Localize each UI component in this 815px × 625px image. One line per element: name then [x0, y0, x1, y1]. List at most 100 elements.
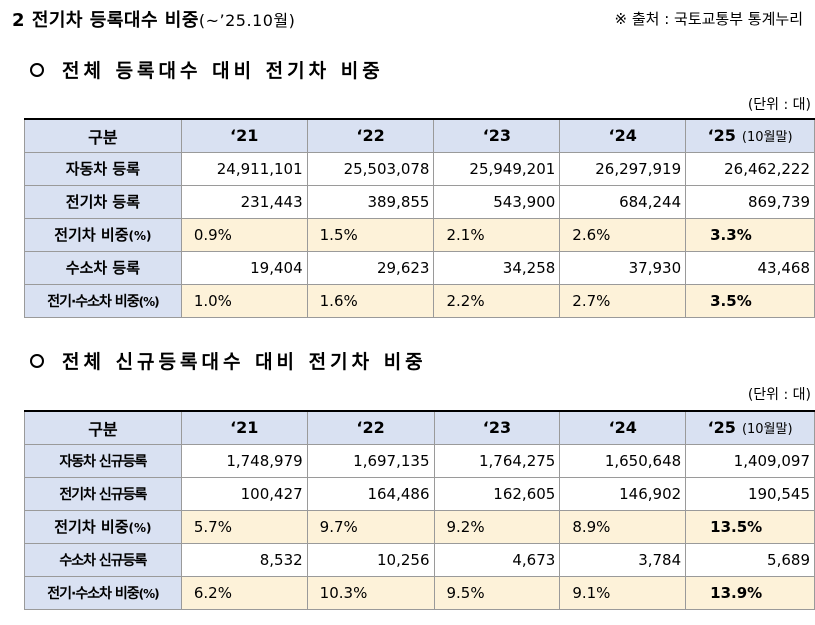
header-year-last: ‘25 (10월말)	[685, 118, 815, 153]
cell: 43,468	[685, 250, 815, 285]
cell: 1.6%	[306, 283, 435, 318]
cell: 9.2%	[433, 509, 561, 544]
header-year: ‘24	[559, 118, 687, 153]
row-label-text: 전기차 비중	[54, 518, 129, 536]
cell: 37,930	[559, 250, 687, 285]
table-row-ratio: 전기·수소차 비중(%) 1.0% 1.6% 2.2% 2.7% 3.5%	[24, 283, 815, 318]
page-title: 2 전기차 등록대수 비중(~’25.10월)	[12, 6, 295, 32]
cell: 9.5%	[433, 575, 561, 610]
cell: 29,623	[306, 250, 435, 285]
title-sub: (~’25.10월)	[198, 11, 296, 30]
row-label: 수소차 신규등록	[24, 542, 182, 577]
cell: 1,409,097	[685, 443, 815, 478]
table-row: 수소차 등록 19,404 29,623 34,258 37,930 43,46…	[24, 250, 815, 285]
section-heading-total: 전체 등록대수 대비 전기차 비중	[30, 56, 384, 83]
table-header-row: 구분 ‘21 ‘22 ‘23 ‘24 ‘25 (10월말)	[24, 118, 815, 153]
cell: 25,503,078	[306, 151, 435, 186]
header-year: ‘24	[559, 410, 687, 445]
header-year: ‘21	[180, 118, 308, 153]
cell: 543,900	[433, 184, 561, 219]
title-number: 2	[12, 10, 26, 31]
header-year: ‘23	[433, 410, 561, 445]
cell: 10.3%	[306, 575, 435, 610]
cell: 5,689	[685, 542, 815, 577]
cell: 1,650,648	[559, 443, 687, 478]
cell: 8.9%	[559, 509, 687, 544]
title-main: 전기차 등록대수 비중	[31, 10, 199, 31]
cell: 3,784	[559, 542, 687, 577]
cell: 2.2%	[433, 283, 561, 318]
section-heading-new: 전체 신규등록대수 대비 전기차 비중	[30, 347, 427, 374]
cell: 1.0%	[180, 283, 308, 318]
cell: 2.7%	[559, 283, 687, 318]
cell: 2.6%	[559, 217, 687, 252]
table-row: 자동차 등록 24,911,101 25,503,078 25,949,201 …	[24, 151, 815, 186]
header-label: 구분	[24, 118, 182, 153]
row-label-unit: (%)	[128, 521, 152, 535]
cell: 13.9%	[685, 575, 815, 610]
cell: 0.9%	[180, 217, 308, 252]
cell: 100,427	[180, 476, 308, 511]
header-year: ‘25	[707, 126, 736, 146]
circle-bullet-icon	[30, 62, 44, 77]
header-year: ‘23	[433, 118, 561, 153]
header-note: (10월말)	[741, 130, 793, 146]
cell: 9.7%	[306, 509, 435, 544]
cell: 684,244	[559, 184, 687, 219]
row-label-text: 전기·수소차 비중	[47, 293, 139, 310]
cell: 1,764,275	[433, 443, 561, 478]
unit-label: (단위 : 대)	[747, 97, 811, 113]
cell: 869,739	[685, 184, 815, 219]
table-row-ratio: 전기차 비중(%) 5.7% 9.7% 9.2% 8.9% 13.5%	[24, 509, 815, 544]
cell: 162,605	[433, 476, 561, 511]
source-note: ※ 출처 : 국토교통부 통계누리	[614, 10, 804, 28]
header-note: (10월말)	[741, 422, 793, 438]
table-row: 전기차 신규등록 100,427 164,486 162,605 146,902…	[24, 476, 815, 511]
cell: 1.5%	[306, 217, 435, 252]
header-year-last: ‘25 (10월말)	[685, 410, 815, 445]
row-label: 전기·수소차 비중(%)	[24, 283, 182, 318]
table-row: 수소차 신규등록 8,532 10,256 4,673 3,784 5,689	[24, 542, 815, 577]
circle-bullet-icon	[30, 353, 44, 368]
row-label: 전기·수소차 비중(%)	[24, 575, 182, 610]
total-registration-table: 구분 ‘21 ‘22 ‘23 ‘24 ‘25 (10월말) 자동차 등록 24,9…	[24, 118, 815, 318]
cell: 26,462,222	[685, 151, 815, 186]
row-label: 전기차 신규등록	[24, 476, 182, 511]
cell: 1,697,135	[306, 443, 435, 478]
table-row-ratio: 전기차 비중(%) 0.9% 1.5% 2.1% 2.6% 3.3%	[24, 217, 815, 252]
cell: 13.5%	[685, 509, 815, 544]
header-year: ‘22	[306, 410, 435, 445]
cell: 25,949,201	[433, 151, 561, 186]
row-label-unit: (%)	[128, 229, 152, 243]
cell: 9.1%	[559, 575, 687, 610]
cell: 2.1%	[433, 217, 561, 252]
cell: 4,673	[433, 542, 561, 577]
cell: 3.5%	[685, 283, 815, 318]
row-label: 자동차 신규등록	[24, 443, 182, 478]
header-year: ‘22	[306, 118, 435, 153]
section-heading-text: 전체 등록대수 대비 전기차 비중	[62, 60, 384, 82]
cell: 8,532	[180, 542, 308, 577]
cell: 19,404	[180, 250, 308, 285]
cell: 231,443	[180, 184, 308, 219]
cell: 1,748,979	[180, 443, 308, 478]
cell: 24,911,101	[180, 151, 308, 186]
new-registration-table: 구분 ‘21 ‘22 ‘23 ‘24 ‘25 (10월말) 자동차 신규등록 1,…	[24, 410, 815, 610]
unit-label: (단위 : 대)	[747, 387, 811, 403]
row-label: 전기차 비중(%)	[24, 217, 182, 252]
row-label-text: 전기차 비중	[54, 226, 129, 244]
cell: 6.2%	[180, 575, 308, 610]
table-row: 전기차 등록 231,443 389,855 543,900 684,244 8…	[24, 184, 815, 219]
table-row: 자동차 신규등록 1,748,979 1,697,135 1,764,275 1…	[24, 443, 815, 478]
row-label: 전기차 비중(%)	[24, 509, 182, 544]
cell: 3.3%	[685, 217, 815, 252]
header-year: ‘25	[707, 418, 736, 438]
row-label: 자동차 등록	[24, 151, 182, 186]
table-row-ratio: 전기·수소차 비중(%) 6.2% 10.3% 9.5% 9.1% 13.9%	[24, 575, 815, 610]
header-label: 구분	[24, 410, 182, 445]
row-label: 전기차 등록	[24, 184, 182, 219]
cell: 26,297,919	[559, 151, 687, 186]
cell: 146,902	[559, 476, 687, 511]
cell: 34,258	[433, 250, 561, 285]
cell: 10,256	[306, 542, 435, 577]
